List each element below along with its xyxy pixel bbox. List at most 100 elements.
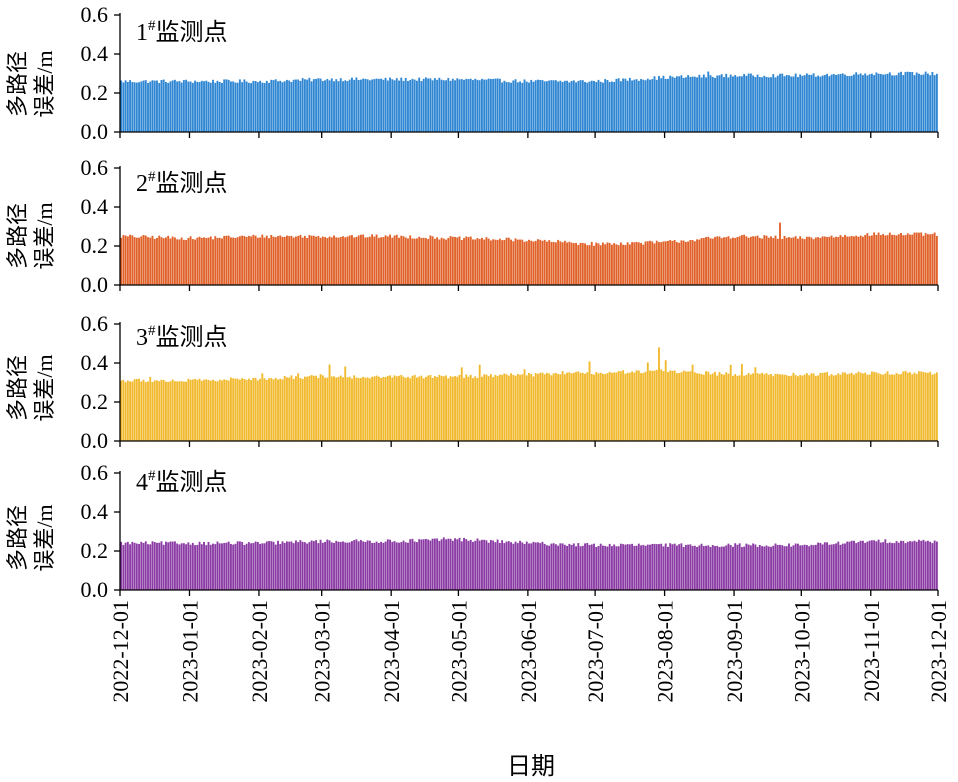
bar-s2-d323 (844, 234, 846, 285)
bar-s3-d275 (736, 375, 739, 441)
bar-s1-d47 (225, 79, 228, 132)
bar-s2-d324 (846, 236, 849, 285)
bar-s4-d120 (389, 539, 391, 590)
bar-s1-d21 (167, 82, 170, 132)
bar-s2-d156 (469, 236, 472, 285)
bar-s2-d223 (619, 242, 622, 285)
bar-s3-d364 (935, 372, 938, 441)
bar-s1-d144 (442, 80, 445, 132)
bar-s3-d97 (337, 376, 340, 441)
bar-s4-d321 (839, 544, 842, 590)
bar-s2-d189 (543, 239, 546, 285)
bar-s2-d259 (700, 238, 703, 285)
bar-s4-d77 (292, 543, 295, 590)
bar-s2-d84 (308, 235, 311, 285)
bar-s2-d35 (198, 236, 201, 285)
bar-s3-d185 (534, 373, 537, 441)
bar-s3-d194 (554, 373, 557, 441)
bar-s3-d51 (234, 378, 237, 441)
bar-s4-d249 (678, 544, 681, 590)
bar-s4-d193 (552, 543, 555, 590)
bar-s2-d336 (873, 232, 876, 285)
bar-s3-d1 (122, 379, 125, 441)
bar-s4-d182 (528, 543, 530, 590)
bar-s3-d72 (281, 379, 284, 441)
bar-s3-d233 (642, 372, 645, 441)
bar-s4-d197 (561, 543, 564, 590)
bar-s3-d86 (312, 375, 315, 441)
bar-s3-d22 (169, 381, 172, 441)
bar-s2-d90 (321, 236, 324, 285)
bar-s1-d222 (617, 78, 620, 132)
bar-s2-d111 (368, 236, 371, 285)
bar-s3-d110 (366, 377, 369, 441)
bar-s1-d295 (781, 73, 784, 132)
bar-s4-d205 (579, 546, 582, 590)
bar-s4-d319 (835, 543, 837, 590)
bar-s3-d43 (216, 381, 219, 441)
bar-s2-d60 (254, 235, 257, 285)
bar-s1-d18 (160, 79, 163, 132)
bar-s1-d15 (153, 80, 156, 132)
bar-s2-d342 (886, 235, 889, 285)
bar-s4-d282 (752, 543, 755, 590)
bar-s2-d252 (684, 241, 687, 285)
bar-s1-d19 (162, 79, 165, 132)
bar-s4-d256 (693, 545, 696, 590)
bar-s1-d297 (785, 75, 788, 132)
bar-s3-d247 (673, 370, 676, 441)
bar-s2-d224 (622, 244, 625, 285)
bar-s2-d253 (687, 241, 690, 285)
bar-s1-d59 (252, 80, 255, 132)
bar-s1-d306 (805, 73, 808, 132)
bar-s4-d102 (348, 542, 351, 590)
bar-s4-d104 (353, 540, 356, 590)
bar-s2-d339 (879, 235, 882, 285)
bar-s2-d43 (216, 237, 219, 285)
bar-s2-d264 (711, 238, 714, 285)
bar-s2-d250 (680, 240, 683, 285)
bar-s2-d347 (897, 234, 900, 285)
bar-s3-d294 (779, 374, 781, 441)
bar-s1-d80 (299, 80, 302, 132)
bar-s3-d46 (223, 379, 226, 441)
bar-s3-d131 (413, 374, 416, 441)
bar-s4-d16 (156, 542, 158, 590)
bar-s4-d353 (911, 541, 914, 590)
bar-s4-d8 (138, 543, 140, 590)
bar-s2-d21 (167, 235, 170, 285)
bar-s2-d82 (303, 235, 306, 285)
bar-s3-d168 (496, 376, 499, 441)
bar-s3-d188 (541, 372, 544, 441)
bar-s4-d213 (597, 545, 600, 590)
bar-s2-d108 (362, 234, 365, 285)
y-tick-label-panel-2-1: 0.2 (81, 233, 109, 258)
bar-s4-d30 (187, 542, 190, 590)
bar-s3-d140 (433, 376, 436, 441)
bar-s4-d334 (868, 540, 871, 590)
bar-s2-d48 (227, 235, 230, 285)
bar-s1-d119 (386, 80, 389, 132)
bar-s4-d239 (655, 544, 658, 590)
bar-s3-d52 (236, 378, 239, 441)
bar-s4-d234 (644, 545, 647, 590)
bar-s4-d294 (779, 544, 781, 590)
bar-s1-d103 (351, 77, 353, 132)
bar-s1-d164 (487, 78, 490, 132)
bar-s1-d341 (884, 74, 887, 132)
bar-s3-d48 (227, 380, 230, 441)
bar-s2-d279 (745, 236, 748, 285)
bar-s4-d142 (438, 540, 441, 590)
bar-s1-d356 (918, 73, 920, 132)
bar-s1-d313 (821, 75, 824, 132)
bar-s1-d185 (534, 80, 537, 132)
bar-s2-d332 (864, 234, 867, 285)
bar-s1-d163 (485, 79, 488, 132)
bar-s3-d221 (615, 372, 618, 441)
bar-s3-d243 (664, 360, 667, 441)
bar-s2-d62 (259, 237, 262, 285)
bar-s3-d326 (850, 372, 853, 441)
bar-s1-d139 (431, 80, 434, 132)
bar-s3-d261 (705, 371, 707, 441)
bar-s2-d231 (637, 242, 640, 285)
